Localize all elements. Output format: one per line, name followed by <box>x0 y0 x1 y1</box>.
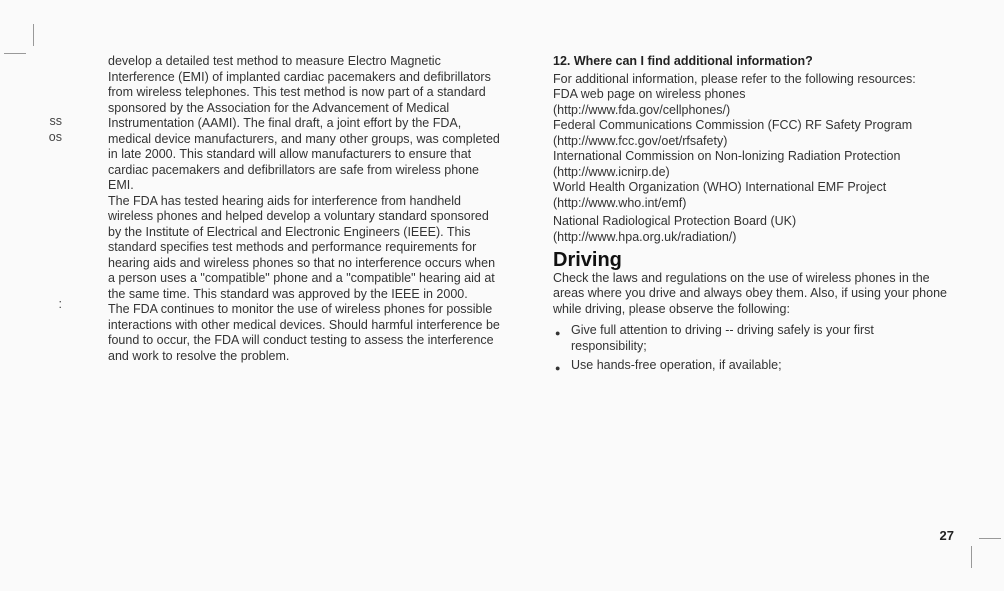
resource-line: National Radiological Protection Board (… <box>553 214 950 230</box>
body-paragraph: The FDA has tested hearing aids for inte… <box>108 194 505 303</box>
resource-line: (http://www.fcc.gov/oet/rfsafety) <box>553 134 950 150</box>
list-item: ● Give full attention to driving -- driv… <box>553 323 950 354</box>
faq-question-heading: 12. Where can I find additional informat… <box>553 54 950 70</box>
resource-line: World Health Organization (WHO) Internat… <box>553 180 950 196</box>
crop-mark-br-v <box>971 546 972 568</box>
body-paragraph: develop a detailed test method to measur… <box>108 54 505 194</box>
resource-line: FDA web page on wireless phones <box>553 87 950 103</box>
section-heading-driving: Driving <box>553 253 950 269</box>
resource-line: (http://www.hpa.org.uk/radiation/) <box>553 230 950 246</box>
resource-line: (http://www.who.int/emf) <box>553 196 950 212</box>
content-columns: develop a detailed test method to measur… <box>62 54 970 538</box>
column-right: 12. Where can I find additional informat… <box>553 54 950 538</box>
resource-line: (http://www.icnirp.de) <box>553 165 950 181</box>
body-paragraph: Check the laws and regulations on the us… <box>553 271 950 318</box>
bullet-list: ● Give full attention to driving -- driv… <box>553 323 950 377</box>
body-paragraph: The FDA continues to monitor the use of … <box>108 302 505 364</box>
body-paragraph: For additional information, please refer… <box>553 72 950 88</box>
resource-line: Federal Communications Commission (FCC) … <box>553 118 950 134</box>
resource-list: FDA web page on wireless phones (http://… <box>553 87 950 245</box>
crop-mark-tl-h <box>4 53 26 54</box>
page-number: 27 <box>940 528 954 543</box>
resource-line: (http://www.fda.gov/cellphones/) <box>553 103 950 119</box>
bullet-icon: ● <box>553 358 571 377</box>
list-item: ● Use hands-free operation, if available… <box>553 358 950 377</box>
crop-mark-tl-v <box>33 24 34 46</box>
bullet-text: Give full attention to driving -- drivin… <box>571 323 950 354</box>
column-left: develop a detailed test method to measur… <box>108 54 505 538</box>
resource-line: International Commission on Non-lonizing… <box>553 149 950 165</box>
page-area: ss os : develop a detailed test method t… <box>34 54 970 538</box>
previous-page-sliver: ss os : <box>34 54 62 538</box>
bullet-text: Use hands-free operation, if available; <box>571 358 950 374</box>
bullet-icon: ● <box>553 323 571 342</box>
crop-mark-br-h <box>979 538 1001 539</box>
